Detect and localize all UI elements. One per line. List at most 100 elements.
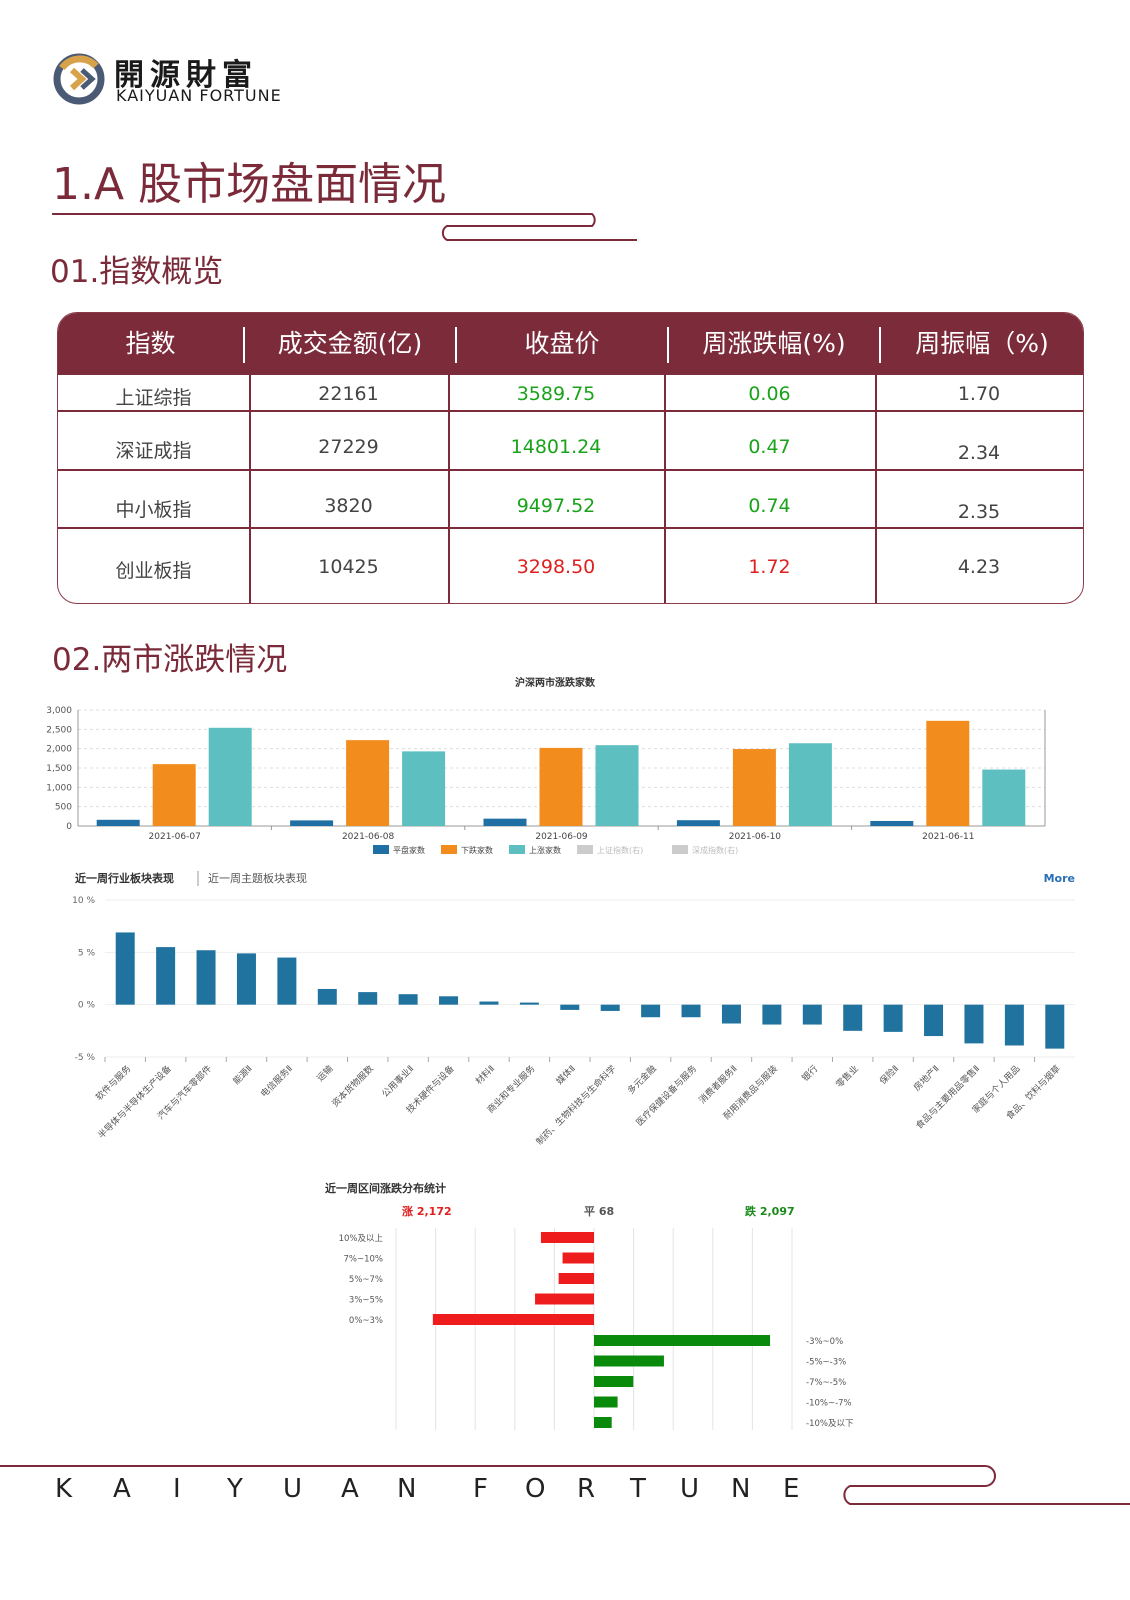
chart1-ytick: 3,000 bbox=[46, 706, 72, 716]
chart2-xtick: 制药、生物科技与生命科学 bbox=[533, 1063, 618, 1148]
table-cell-amplitude: 2.34 bbox=[957, 442, 1001, 464]
chart1-bar bbox=[402, 751, 446, 826]
more-link[interactable]: More bbox=[1044, 872, 1075, 885]
chart2-xtick: 媒体Ⅱ bbox=[554, 1063, 578, 1087]
table-cell-change: 0.47 bbox=[748, 436, 791, 458]
table-cell-close: 3298.50 bbox=[516, 556, 596, 578]
chart2-bar bbox=[762, 1004, 782, 1025]
chart1-ytick: 1,000 bbox=[46, 783, 72, 793]
chart3-title: 近一周区间涨跌分布统计 bbox=[325, 1181, 446, 1195]
table-cell-name: 深证成指 bbox=[115, 440, 192, 462]
chart3-down-bar bbox=[594, 1417, 612, 1428]
chart2-bar bbox=[924, 1004, 944, 1037]
chart1-bar bbox=[152, 764, 196, 826]
table-cell-change: 1.72 bbox=[748, 556, 791, 578]
chart1-ytick: 2,000 bbox=[46, 745, 72, 755]
footer-brand-letter: N bbox=[731, 1474, 751, 1504]
chart3-up-bar bbox=[540, 1232, 594, 1243]
table-cell-name: 上证综指 bbox=[115, 387, 192, 409]
chart2-bar bbox=[236, 953, 256, 1005]
chart1-xtick: 2021-06-11 bbox=[922, 832, 974, 842]
chart2-xtick: 运输 bbox=[314, 1063, 335, 1084]
chart2-xtick: 食品与主要用品零售Ⅱ bbox=[913, 1063, 982, 1132]
chart2-xtick: 资本货物服数 bbox=[329, 1063, 376, 1110]
chart2-xtick: 银行 bbox=[799, 1063, 820, 1084]
table-cell-amount: 10425 bbox=[318, 556, 379, 578]
table-cell-amount: 22161 bbox=[318, 383, 379, 405]
chart1-xtick: 2021-06-08 bbox=[342, 832, 395, 842]
chart1-legend-swatch bbox=[373, 845, 389, 854]
chart1-bar bbox=[208, 727, 252, 826]
footer-line bbox=[0, 1465, 1130, 1505]
chart1-bar bbox=[346, 740, 390, 826]
chart1-bar bbox=[483, 818, 527, 826]
chart2-bar bbox=[358, 992, 378, 1005]
chart3-down-label: -3%~0% bbox=[806, 1337, 843, 1347]
table-cell-amplitude: 1.70 bbox=[957, 383, 1001, 405]
table-cell-name: 创业板指 bbox=[115, 560, 192, 582]
header-amount: 成交金额(亿) bbox=[277, 329, 423, 358]
chart2-xtick: 软件与服务 bbox=[93, 1063, 133, 1103]
chart2-xtick: 能源Ⅱ bbox=[230, 1063, 254, 1087]
chart2-ytick: 0 % bbox=[78, 1001, 96, 1011]
chart1-legend-swatch bbox=[577, 845, 593, 854]
updown-count-chart: 沪深两市涨跌家数 3,000 2,500 2,000 1,500 1,000 500 0 202… bbox=[46, 676, 1046, 855]
chart1-bar bbox=[676, 820, 720, 826]
table-header: 指数 成交金额(亿) 收盘价 周涨跌幅(%) 周振幅（%) bbox=[58, 313, 1083, 375]
table-cell-name: 中小板指 bbox=[115, 499, 192, 521]
chart3-down-bar bbox=[594, 1355, 664, 1367]
chart2-bar bbox=[600, 1004, 620, 1011]
table-cell-close: 14801.24 bbox=[510, 436, 602, 458]
chart2-xtick: 房地产Ⅱ bbox=[911, 1063, 942, 1094]
chart1-xtick: 2021-06-09 bbox=[535, 832, 588, 842]
chart1-ytick: 2,500 bbox=[46, 725, 72, 735]
chart2-xtick: 多元金融 bbox=[625, 1063, 659, 1097]
index-table: 指数 成交金额(亿) 收盘价 周涨跌幅(%) 周振幅（%) 上证综指 22161 3… bbox=[57, 312, 1084, 604]
chart2-bar bbox=[317, 988, 337, 1005]
chart3-down-label: -10%~-7% bbox=[806, 1399, 852, 1409]
chart2-bar bbox=[641, 1004, 661, 1018]
chart1-legend-swatch bbox=[441, 845, 457, 854]
chart3-up-bar bbox=[432, 1314, 594, 1325]
header-change: 周涨跌幅(%) bbox=[702, 329, 846, 358]
footer-brand-letter: A bbox=[341, 1474, 359, 1504]
chart2-xtick: 公用事业Ⅱ bbox=[379, 1063, 416, 1100]
footer-brand-letter: F bbox=[473, 1474, 488, 1504]
table-cell-amount: 27229 bbox=[318, 436, 379, 458]
chart1-xtick: 2021-06-07 bbox=[149, 832, 201, 842]
chart1-legend-label: 平盘家数 bbox=[393, 845, 425, 855]
footer-brand-letter: U bbox=[283, 1474, 303, 1504]
chart1-ytick: 500 bbox=[55, 803, 72, 813]
chart1-legend-swatch bbox=[509, 845, 525, 854]
chart3-up-label: 0%~3% bbox=[349, 1316, 383, 1326]
chart2-xtick: 零售业 bbox=[833, 1063, 861, 1091]
chart1-bar bbox=[96, 819, 140, 826]
tab-industry[interactable]: 近一周行业板块表现 bbox=[75, 871, 174, 885]
chart2-bar bbox=[1004, 1004, 1024, 1046]
tab-theme[interactable]: 近一周主题板块表现 bbox=[208, 871, 307, 885]
chart1-legend-label: 深成指数(右) bbox=[692, 845, 738, 855]
chart1-legend-swatch bbox=[672, 845, 688, 854]
footer-brand-letter: O bbox=[525, 1474, 546, 1504]
chart2-xtick: 保险Ⅱ bbox=[877, 1063, 901, 1087]
chart2-bar bbox=[1045, 1004, 1065, 1049]
logo-chinese: 開源財富 bbox=[114, 58, 258, 93]
chart1-bar bbox=[732, 749, 776, 826]
chart3-down-bar bbox=[594, 1376, 634, 1387]
logo-emblem-icon bbox=[53, 53, 105, 105]
chart2-bar bbox=[519, 1002, 539, 1005]
chart1-ytick: 0 bbox=[66, 822, 72, 832]
chart2-bar bbox=[964, 1004, 984, 1044]
logo-english: KAIYUAN FORTUNE bbox=[116, 86, 282, 105]
chart2-bar bbox=[277, 957, 297, 1005]
chart2-bar bbox=[196, 950, 216, 1005]
chart2-ytick: -5 % bbox=[75, 1053, 96, 1063]
table-cell-change: 0.74 bbox=[748, 495, 791, 517]
chart3-up-bar bbox=[558, 1273, 594, 1284]
header-amplitude: 周振幅（%) bbox=[915, 329, 1049, 358]
chart3-down-label: -5%~-3% bbox=[806, 1358, 846, 1368]
chart1-bar bbox=[788, 743, 832, 826]
summary-flat: 平 68 bbox=[584, 1205, 614, 1218]
